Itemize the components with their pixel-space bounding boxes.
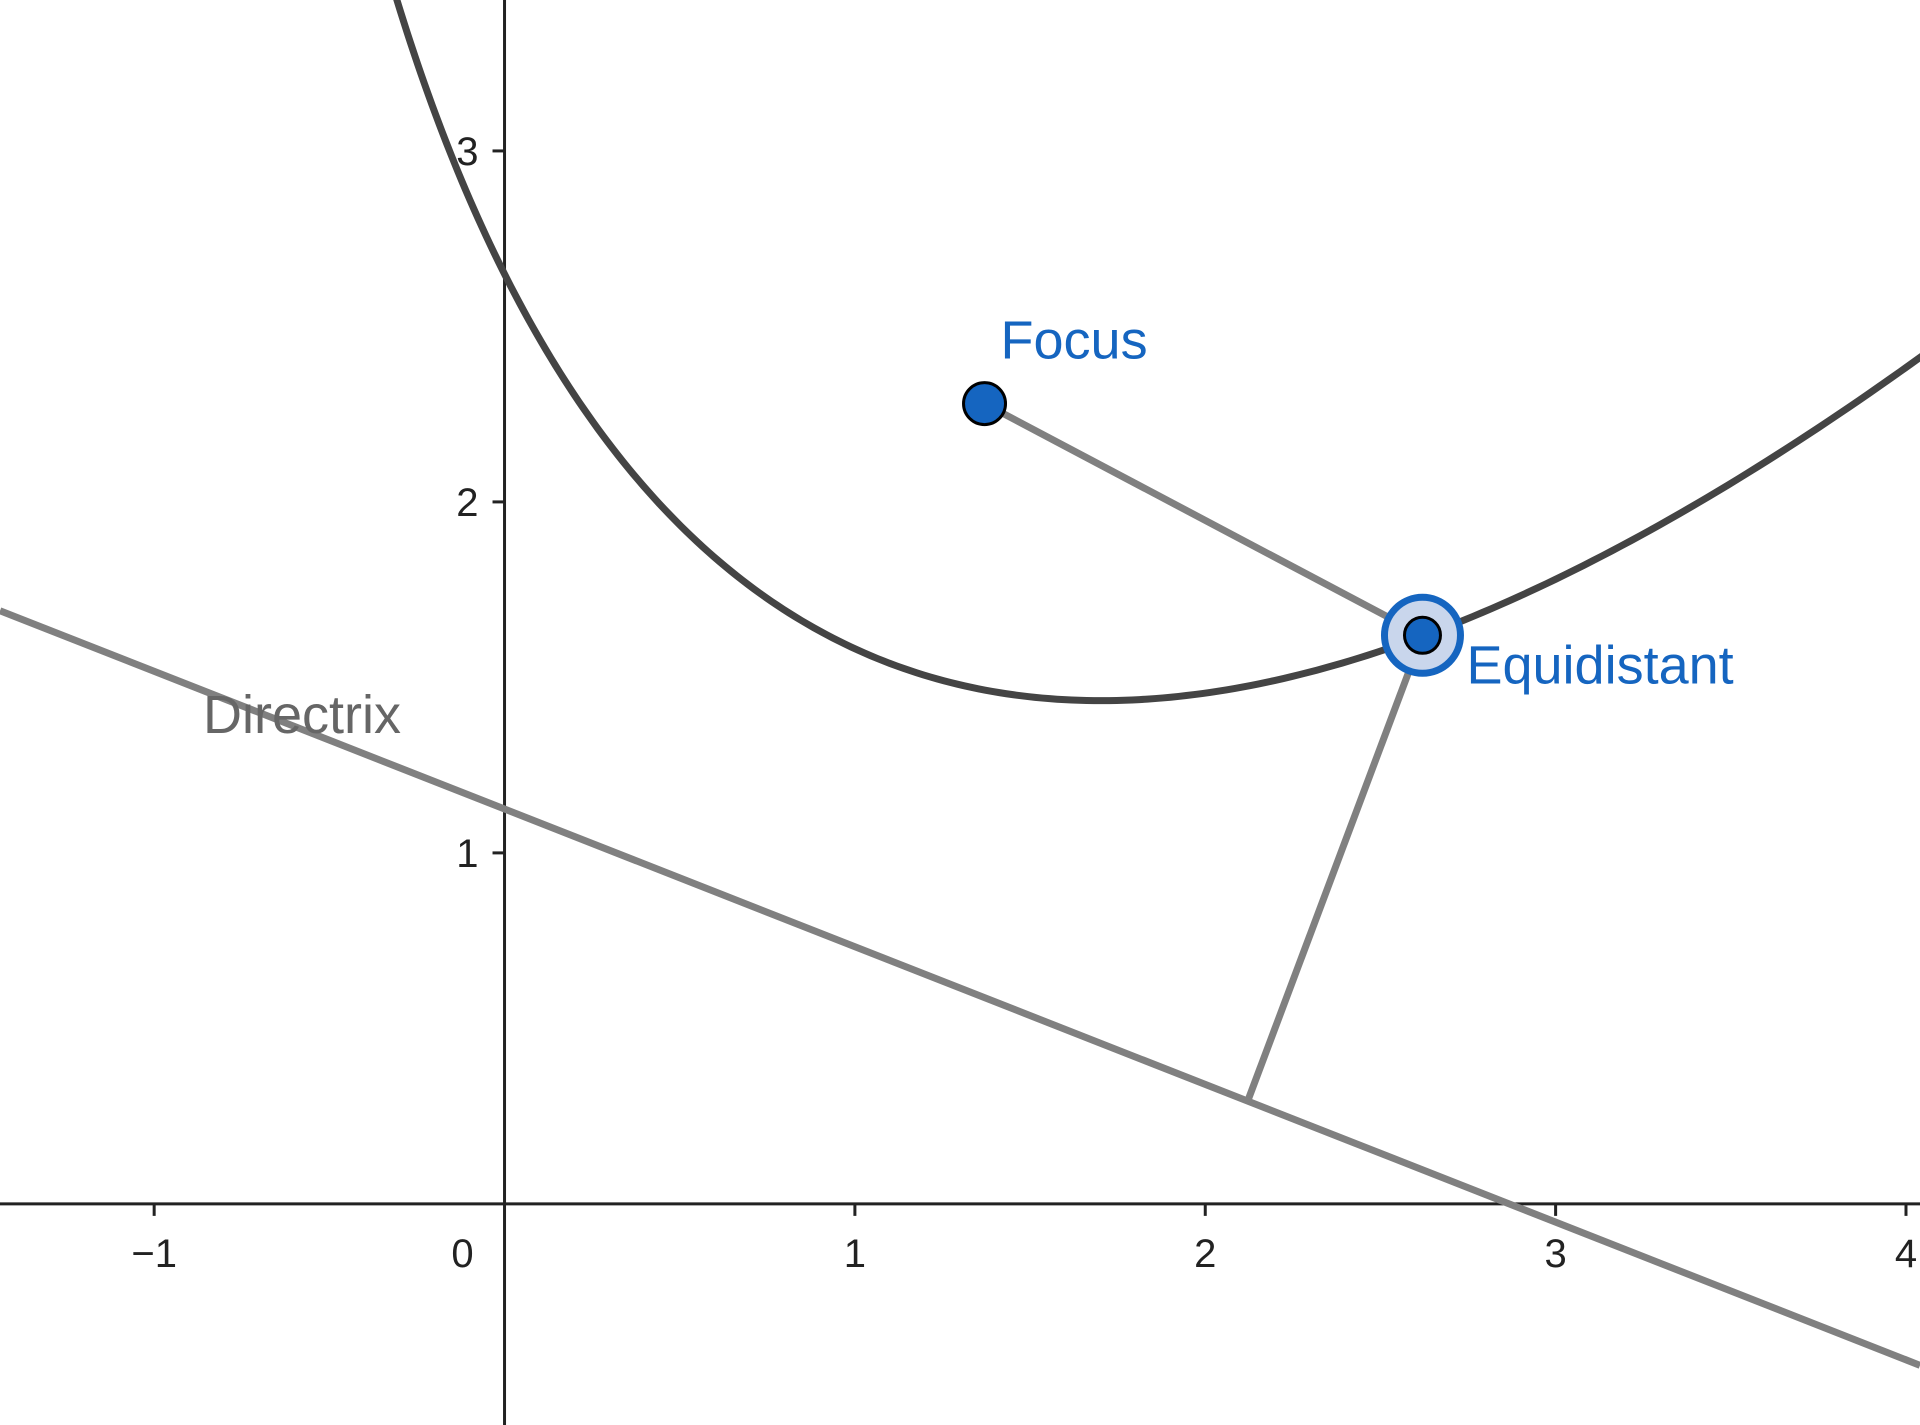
directrix-segment[interactable] — [1244, 634, 1426, 1104]
parabola-curve[interactable] — [229, 0, 1920, 705]
y-tick-label: 2 — [456, 481, 478, 525]
x-tick-label: −1 — [131, 1232, 177, 1276]
directrix-label: Directrix — [203, 685, 401, 745]
directrix-line[interactable] — [0, 607, 1920, 1369]
y-tick-label: 1 — [456, 832, 478, 876]
focus-point[interactable] — [962, 381, 1008, 427]
x-tick-label: 2 — [1194, 1232, 1216, 1276]
x-tick-label: 3 — [1544, 1232, 1566, 1276]
geometry — [0, 0, 1920, 1369]
focus-segment[interactable] — [982, 400, 1425, 639]
x-tick-label: 0 — [451, 1232, 473, 1276]
equidistant-label: Equidistant — [1466, 635, 1733, 695]
y-tick-label: 3 — [456, 130, 478, 174]
x-tick-label: 1 — [844, 1232, 866, 1276]
labels: Focus Equidistant Directrix — [203, 311, 1734, 745]
x-tick-label: 4 — [1895, 1232, 1917, 1276]
focus-label: Focus — [1001, 311, 1148, 371]
equidistant-point[interactable] — [1402, 615, 1442, 655]
